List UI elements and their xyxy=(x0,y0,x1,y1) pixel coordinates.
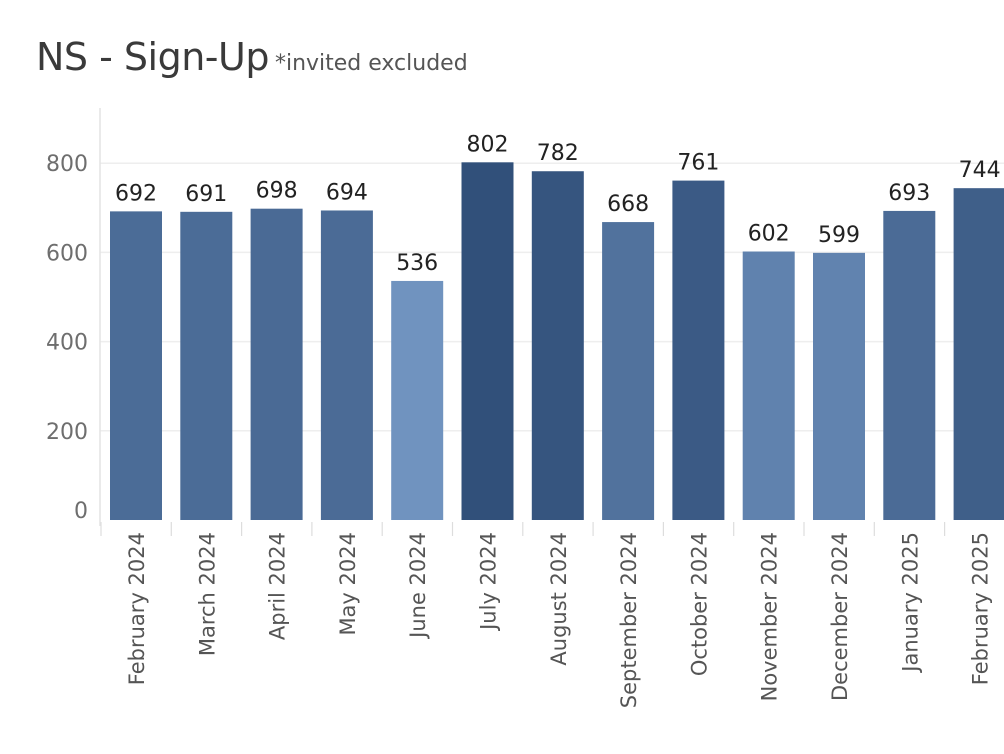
data-label: 692 xyxy=(115,181,157,206)
data-label: 802 xyxy=(467,132,509,157)
x-category-label: June 2024 xyxy=(406,532,430,640)
x-category-label: March 2024 xyxy=(195,532,219,656)
data-label: 693 xyxy=(888,181,930,206)
bar xyxy=(531,171,584,520)
data-label: 782 xyxy=(537,141,579,166)
bar xyxy=(180,211,233,520)
data-label: 536 xyxy=(396,251,438,276)
chart-title: NS - Sign-Up *invited excluded xyxy=(36,38,468,76)
x-category-label: August 2024 xyxy=(547,532,571,666)
bar xyxy=(672,180,725,520)
x-category-label: December 2024 xyxy=(828,532,852,701)
bar xyxy=(391,280,444,520)
x-category-label: January 2025 xyxy=(898,532,922,674)
data-label: 668 xyxy=(607,192,649,217)
bar xyxy=(320,210,373,520)
data-label: 599 xyxy=(818,223,860,248)
y-tick-label: 200 xyxy=(46,420,88,445)
x-category-label: September 2024 xyxy=(617,532,641,708)
x-category-label: February 2024 xyxy=(125,532,149,685)
data-label: 602 xyxy=(748,222,790,247)
bar xyxy=(953,188,1004,520)
x-category-label: October 2024 xyxy=(687,532,711,676)
y-tick-label: 400 xyxy=(46,331,88,356)
x-category-label: November 2024 xyxy=(758,532,782,701)
y-tick-label: 600 xyxy=(46,241,88,266)
bar xyxy=(250,208,303,520)
x-category-label: February 2025 xyxy=(969,532,993,685)
chart-title-main: NS - Sign-Up xyxy=(36,35,269,79)
y-tick-label: 0 xyxy=(74,499,88,524)
bar xyxy=(461,162,514,521)
data-label: 761 xyxy=(677,151,719,176)
y-tick-label: 800 xyxy=(46,152,88,177)
bar xyxy=(110,211,162,521)
bar xyxy=(813,252,865,520)
data-label: 691 xyxy=(185,182,227,207)
x-category-label: May 2024 xyxy=(336,532,360,636)
x-category-label: July 2024 xyxy=(477,532,501,632)
x-category-label: April 2024 xyxy=(266,532,290,640)
bar xyxy=(742,251,795,520)
data-label: 698 xyxy=(256,179,298,204)
data-label: 744 xyxy=(959,158,1001,183)
chart-subtitle: *invited excluded xyxy=(274,51,468,76)
bar xyxy=(883,210,936,520)
bar xyxy=(602,222,655,520)
data-label: 694 xyxy=(326,180,368,205)
